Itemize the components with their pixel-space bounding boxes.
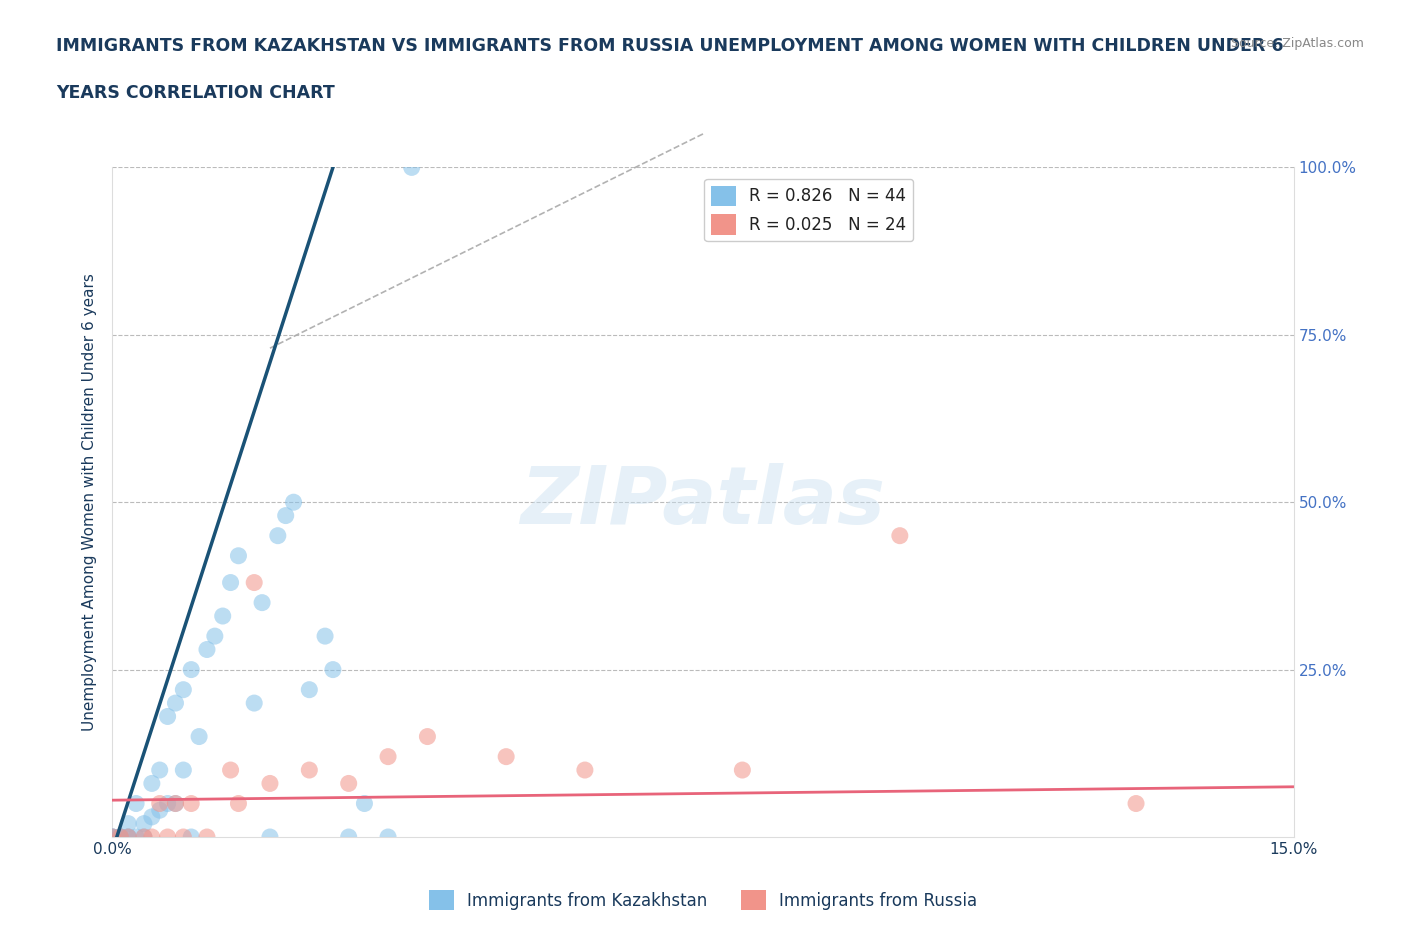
Point: [314, 629, 336, 644]
Point: [180, 796, 202, 811]
Point: [228, 549, 250, 564]
Point: [377, 830, 399, 844]
Point: [165, 796, 187, 811]
Point: [180, 662, 202, 677]
Point: [322, 662, 344, 677]
Point: [283, 495, 305, 510]
Point: [337, 776, 360, 790]
Point: [117, 830, 139, 844]
Point: [1125, 796, 1147, 811]
Point: [172, 763, 194, 777]
Point: [228, 796, 250, 811]
Point: [195, 830, 218, 844]
Point: [259, 776, 281, 790]
Text: Source: ZipAtlas.com: Source: ZipAtlas.com: [1230, 37, 1364, 50]
Point: [574, 763, 596, 777]
Point: [141, 830, 163, 844]
Y-axis label: Unemployment Among Women with Children Under 6 years: Unemployment Among Women with Children U…: [82, 273, 97, 731]
Point: [149, 796, 172, 811]
Point: [165, 796, 187, 811]
Point: [149, 803, 172, 817]
Point: [211, 608, 233, 623]
Text: YEARS CORRELATION CHART: YEARS CORRELATION CHART: [56, 84, 335, 101]
Point: [141, 809, 163, 824]
Point: [132, 817, 155, 831]
Legend: R = 0.826   N = 44, R = 0.025   N = 24: R = 0.826 N = 44, R = 0.025 N = 24: [704, 179, 912, 242]
Point: [141, 776, 163, 790]
Point: [250, 595, 273, 610]
Point: [195, 642, 218, 657]
Point: [267, 528, 290, 543]
Point: [298, 763, 321, 777]
Point: [337, 830, 360, 844]
Point: [180, 830, 202, 844]
Point: [259, 830, 281, 844]
Point: [110, 830, 132, 844]
Point: [125, 796, 148, 811]
Point: [101, 830, 124, 844]
Point: [401, 160, 423, 175]
Point: [172, 683, 194, 698]
Point: [219, 575, 242, 590]
Point: [101, 830, 124, 844]
Point: [117, 830, 139, 844]
Point: [110, 830, 132, 844]
Point: [416, 729, 439, 744]
Point: [377, 750, 399, 764]
Point: [101, 830, 124, 844]
Point: [132, 830, 155, 844]
Point: [101, 830, 124, 844]
Point: [274, 508, 297, 523]
Point: [188, 729, 211, 744]
Text: IMMIGRANTS FROM KAZAKHSTAN VS IMMIGRANTS FROM RUSSIA UNEMPLOYMENT AMONG WOMEN WI: IMMIGRANTS FROM KAZAKHSTAN VS IMMIGRANTS…: [56, 37, 1284, 55]
Point: [353, 796, 375, 811]
Point: [125, 830, 148, 844]
Point: [243, 696, 266, 711]
Point: [298, 683, 321, 698]
Point: [889, 528, 911, 543]
Point: [731, 763, 754, 777]
Point: [117, 817, 139, 831]
Point: [165, 696, 187, 711]
Point: [219, 763, 242, 777]
Point: [132, 830, 155, 844]
Point: [110, 830, 132, 844]
Point: [117, 830, 139, 844]
Point: [204, 629, 226, 644]
Text: ZIPatlas: ZIPatlas: [520, 463, 886, 541]
Point: [495, 750, 517, 764]
Point: [156, 709, 179, 724]
Point: [156, 796, 179, 811]
Point: [172, 830, 194, 844]
Point: [156, 830, 179, 844]
Point: [110, 830, 132, 844]
Point: [149, 763, 172, 777]
Point: [243, 575, 266, 590]
Legend: Immigrants from Kazakhstan, Immigrants from Russia: Immigrants from Kazakhstan, Immigrants f…: [422, 884, 984, 917]
